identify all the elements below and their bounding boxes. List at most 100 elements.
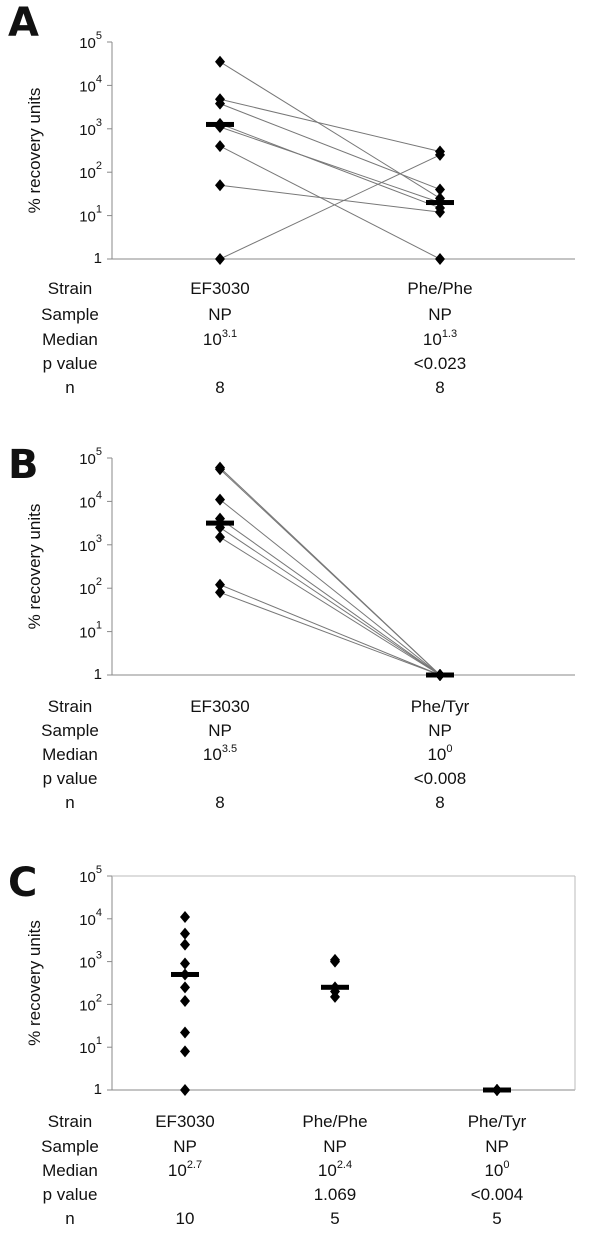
y-tick-label-sup: 2 bbox=[96, 992, 102, 1004]
median-base: 10 bbox=[203, 745, 222, 764]
data-point bbox=[180, 1084, 190, 1096]
y-tick-label: 102 bbox=[79, 992, 102, 1014]
y-tick-label-base: 10 bbox=[79, 209, 96, 226]
data-point bbox=[180, 1045, 190, 1058]
median: 102.4 bbox=[318, 1159, 352, 1180]
pair-line bbox=[219, 103, 441, 190]
pair-line bbox=[219, 468, 441, 676]
data-point bbox=[180, 957, 190, 970]
n: 10 bbox=[176, 1209, 195, 1228]
pair-line bbox=[219, 154, 441, 260]
y-tick-label-base: 10 bbox=[79, 869, 96, 886]
sample: NP bbox=[208, 305, 232, 324]
row-label: n bbox=[65, 793, 74, 812]
y-tick-label-sup: 3 bbox=[96, 117, 102, 129]
data-point bbox=[330, 955, 340, 968]
median-sup: 0 bbox=[503, 1159, 509, 1171]
median: 102.7 bbox=[168, 1159, 202, 1180]
y-tick-label-base: 10 bbox=[79, 625, 96, 642]
row-label: Strain bbox=[48, 697, 92, 716]
data-point bbox=[215, 253, 225, 265]
y-axis-label: % recovery units bbox=[25, 88, 44, 214]
y-tick-label-base: 10 bbox=[79, 451, 96, 468]
median-bar bbox=[321, 984, 349, 990]
y-tick-label: 105 bbox=[79, 864, 102, 886]
strain: EF3030 bbox=[190, 697, 250, 716]
sample: NP bbox=[173, 1137, 197, 1156]
median: 103.1 bbox=[203, 328, 237, 349]
p-value: <0.008 bbox=[414, 769, 466, 788]
y-tick-label-base: 10 bbox=[79, 165, 96, 182]
data-point bbox=[215, 493, 225, 506]
y-tick-label-base: 10 bbox=[79, 997, 96, 1014]
pair-line bbox=[219, 145, 441, 260]
p-value: <0.004 bbox=[471, 1185, 523, 1204]
y-tick-label-sup: 5 bbox=[96, 446, 102, 458]
data-point bbox=[180, 927, 190, 940]
y-tick-label-base: 10 bbox=[79, 1040, 96, 1057]
data-point bbox=[180, 938, 190, 951]
pair-line bbox=[219, 591, 441, 676]
median-sup: 3.5 bbox=[222, 743, 237, 755]
panel-label: A bbox=[8, 0, 39, 46]
sample: NP bbox=[428, 721, 452, 740]
median-sup: 0 bbox=[446, 743, 452, 755]
data-point bbox=[215, 531, 225, 544]
strain: Phe/Phe bbox=[302, 1112, 367, 1131]
y-tick-label: 103 bbox=[79, 117, 102, 139]
y-tick-label-sup: 4 bbox=[96, 907, 102, 919]
y-tick-label-base: 10 bbox=[79, 581, 96, 598]
data-point bbox=[435, 148, 445, 161]
row-label: p value bbox=[43, 354, 98, 373]
pair-line bbox=[219, 98, 441, 152]
y-tick-label-sup: 1 bbox=[96, 620, 102, 632]
y-tick-label-sup: 4 bbox=[96, 73, 102, 85]
median-sup: 1.3 bbox=[442, 328, 457, 340]
pair-line bbox=[219, 61, 441, 199]
panel-label: C bbox=[8, 860, 37, 906]
data-point bbox=[180, 981, 190, 994]
median-base: 10 bbox=[203, 330, 222, 349]
row-label: n bbox=[65, 1209, 74, 1228]
data-point bbox=[435, 183, 445, 196]
row-label: Sample bbox=[41, 305, 99, 324]
data-point bbox=[215, 55, 225, 68]
row-label: p value bbox=[43, 769, 98, 788]
y-tick-label: 102 bbox=[79, 160, 102, 182]
data-point bbox=[215, 463, 225, 476]
y-tick-label-base: 10 bbox=[79, 35, 96, 52]
y-tick-label-base: 10 bbox=[79, 912, 96, 929]
pair-line bbox=[219, 527, 441, 676]
y-tick-label-sup: 2 bbox=[96, 160, 102, 172]
p-value: <0.023 bbox=[414, 354, 466, 373]
data-point bbox=[180, 911, 190, 924]
pair-line bbox=[219, 536, 441, 676]
row-label: Sample bbox=[41, 721, 99, 740]
y-tick-label-base: 10 bbox=[79, 955, 96, 972]
pair-line bbox=[219, 584, 441, 676]
y-tick-label: 101 bbox=[79, 204, 102, 226]
y-tick-label: 101 bbox=[79, 1035, 102, 1057]
pair-line bbox=[219, 184, 441, 213]
median: 103.5 bbox=[203, 743, 237, 764]
p-value: 1.069 bbox=[314, 1185, 357, 1204]
y-tick-label: 103 bbox=[79, 950, 102, 972]
data-point bbox=[215, 586, 225, 599]
y-tick-label: 103 bbox=[79, 533, 102, 555]
median-base: 10 bbox=[168, 1161, 187, 1180]
y-tick-label: 101 bbox=[79, 620, 102, 642]
data-point bbox=[215, 97, 225, 110]
strain: Phe/Tyr bbox=[468, 1112, 527, 1131]
y-tick-label-sup: 2 bbox=[96, 576, 102, 588]
pair-line bbox=[219, 518, 441, 676]
row-label: n bbox=[65, 378, 74, 397]
y-tick-label-sup: 4 bbox=[96, 489, 102, 501]
y-tick-label-sup: 3 bbox=[96, 533, 102, 545]
median-sup: 2.4 bbox=[337, 1159, 352, 1171]
strain: Phe/Tyr bbox=[411, 697, 470, 716]
y-tick-label-sup: 3 bbox=[96, 950, 102, 962]
median: 101.3 bbox=[423, 328, 457, 349]
row-label: Sample bbox=[41, 1137, 99, 1156]
y-tick-label: 104 bbox=[79, 489, 102, 511]
strain: Phe/Phe bbox=[407, 279, 472, 298]
